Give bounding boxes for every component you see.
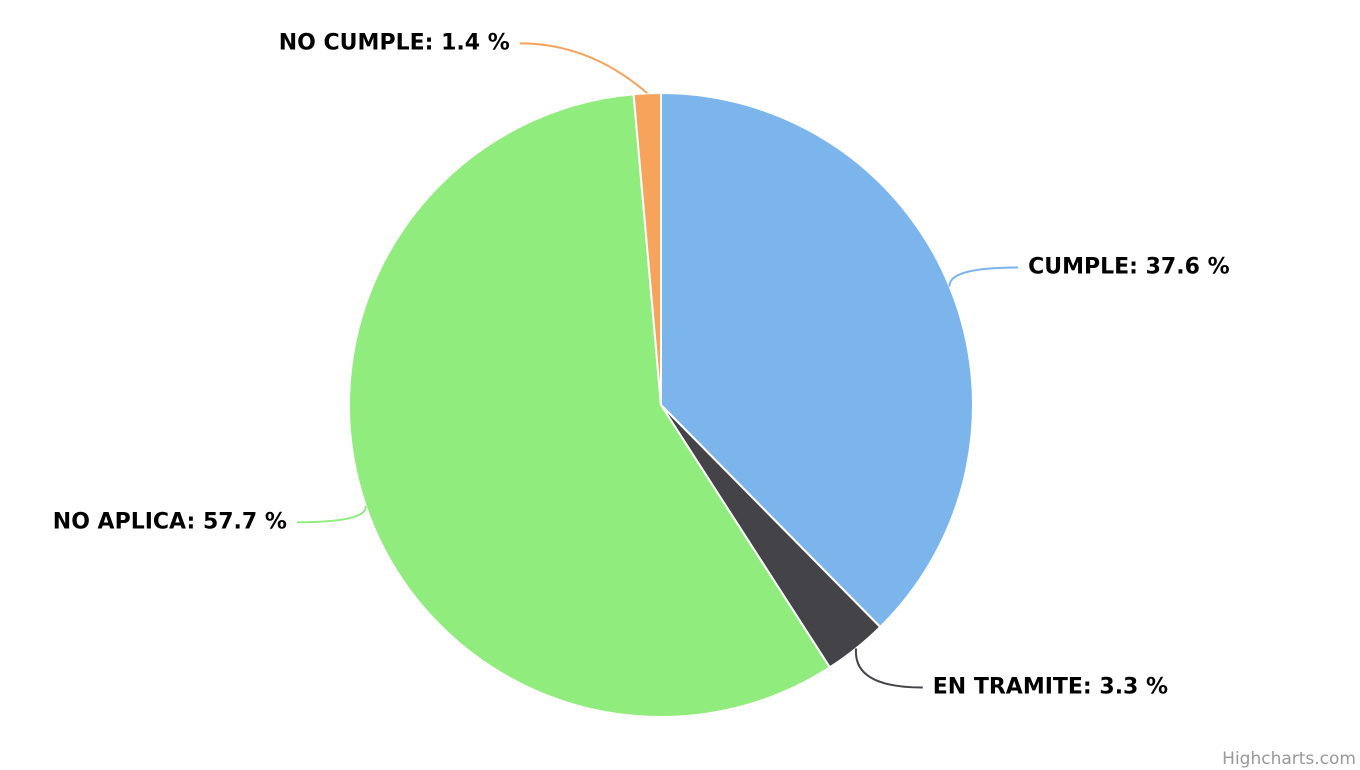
connector bbox=[855, 648, 923, 689]
connector bbox=[519, 42, 648, 95]
data-label: EN TRAMITE: 3.3 % bbox=[933, 675, 1168, 700]
connector bbox=[948, 266, 1019, 287]
data-label: NO CUMPLE: 1.4 % bbox=[279, 30, 510, 55]
credit[interactable]: Highcharts.com bbox=[1222, 749, 1356, 769]
pie-slice bbox=[660, 91, 974, 629]
connector bbox=[296, 505, 367, 524]
data-label: NO APLICA: 57.7 % bbox=[53, 509, 287, 534]
data-label: CUMPLE: 37.6 % bbox=[1028, 255, 1230, 280]
pie-slice bbox=[348, 93, 832, 718]
